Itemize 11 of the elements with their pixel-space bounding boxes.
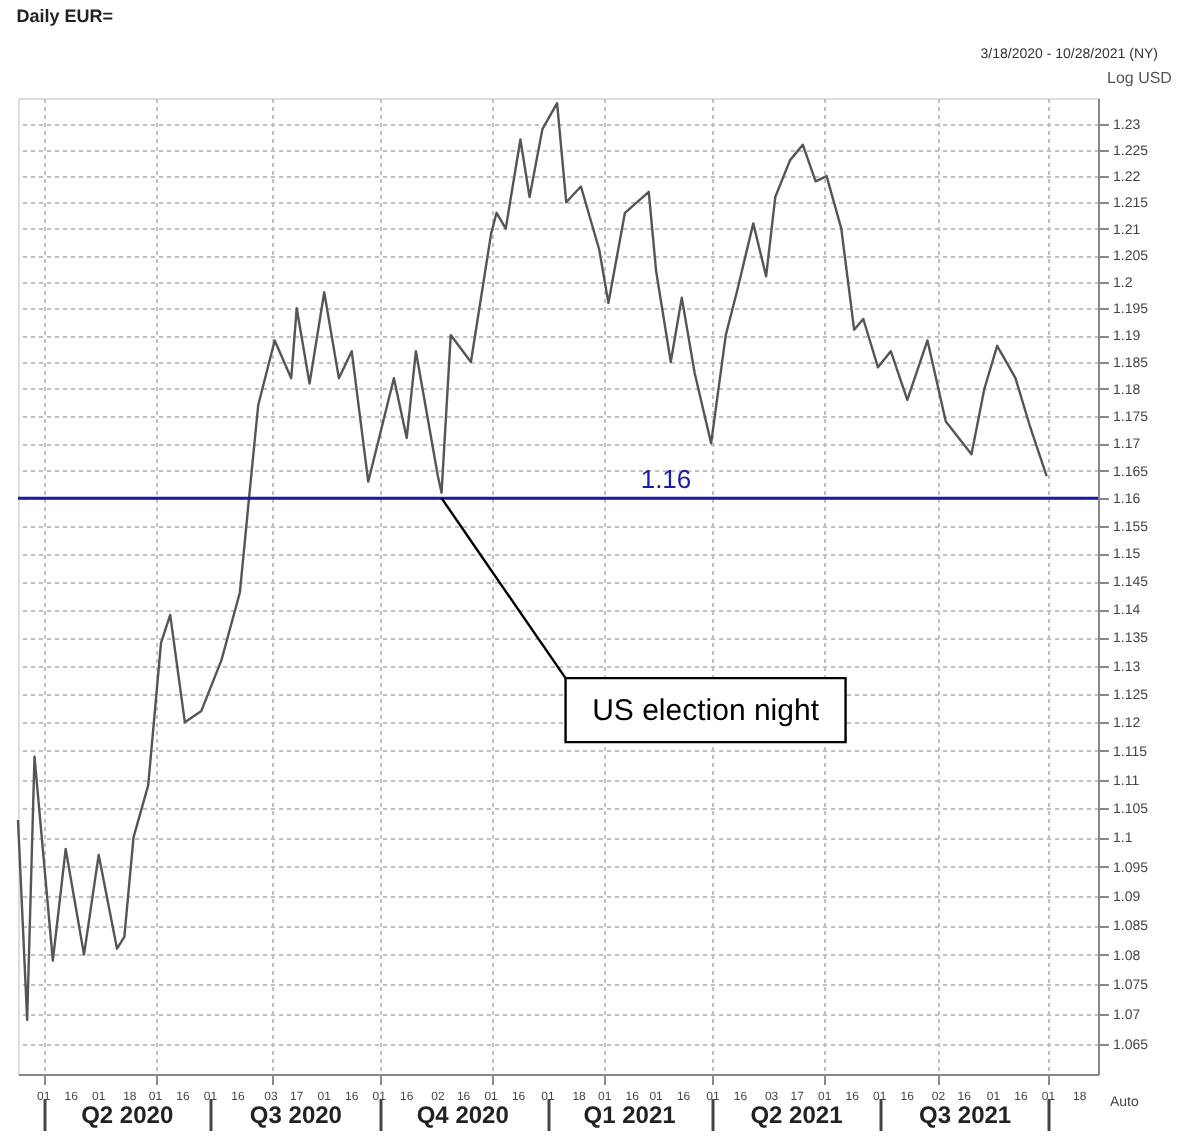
- ref-line-label: 1.16: [640, 464, 692, 495]
- x2-tick-label: Q3 2021: [919, 1101, 1012, 1129]
- y-axis-title: Log USD: [1107, 69, 1173, 87]
- x2-tick-label: Q2 2021: [750, 1101, 844, 1129]
- x2-tick-label: Q4 2020: [416, 1101, 510, 1129]
- line-series: [16, 101, 1048, 1022]
- annotation: US election night: [592, 694, 821, 729]
- x2-tick-label: Q2 2020: [81, 1101, 174, 1129]
- x2-tick-label: Q1 2021: [583, 1101, 677, 1129]
- chart-title: Daily EUR=: [16, 6, 114, 26]
- x2-tick-label: Q3 2020: [249, 1101, 343, 1129]
